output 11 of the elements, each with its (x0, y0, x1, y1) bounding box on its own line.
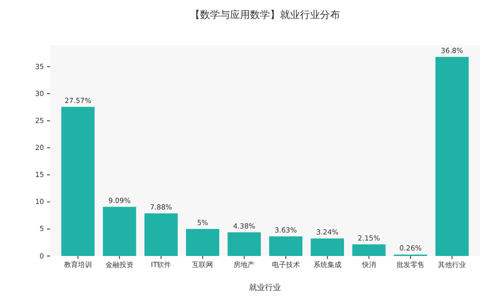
x-axis-title: 就业行业 (249, 283, 281, 292)
bar (352, 244, 386, 256)
bar (435, 56, 469, 256)
bar (269, 236, 302, 256)
bar (228, 232, 261, 256)
bar (144, 213, 178, 256)
bar (186, 228, 220, 256)
chart-title: 【数学与应用数学】就业行业分布 (190, 9, 340, 21)
bar (102, 206, 136, 256)
bar (61, 106, 95, 256)
bar (310, 238, 344, 256)
